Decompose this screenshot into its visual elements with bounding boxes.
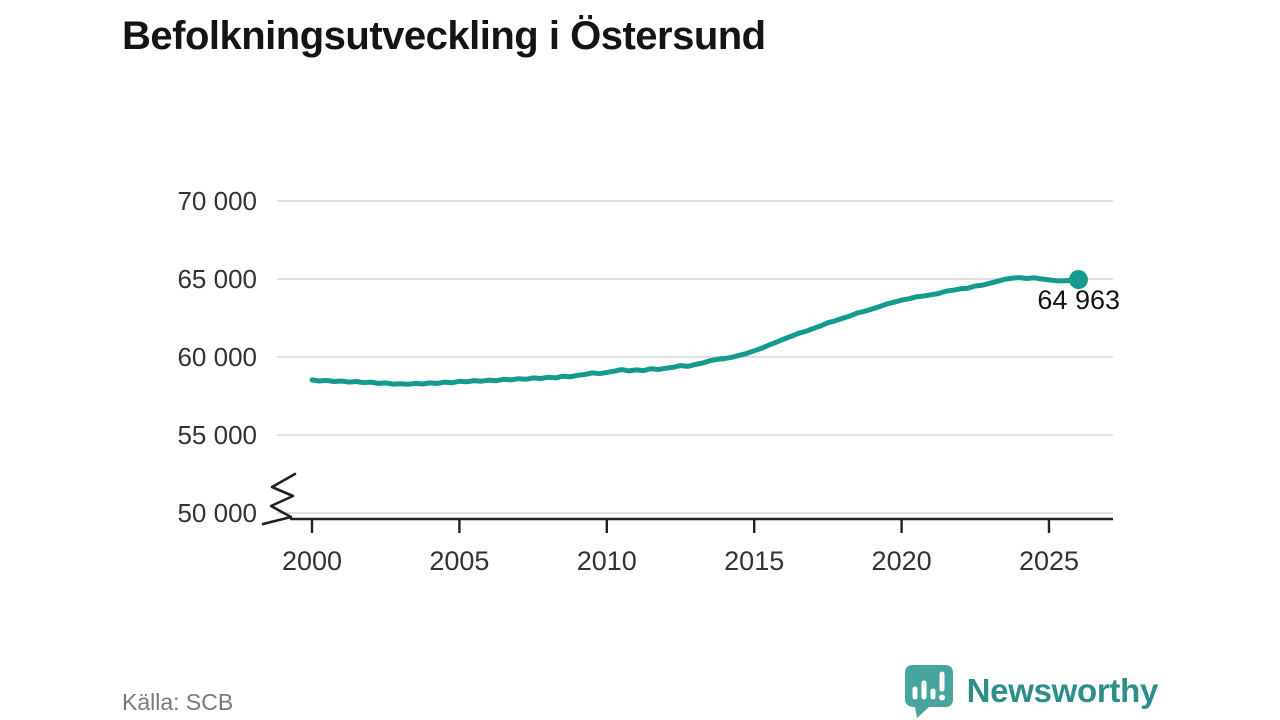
- newsworthy-bubble-chart-icon: [904, 665, 953, 718]
- bubble-shape: [904, 665, 953, 718]
- y-tick-label: 55 000: [177, 420, 257, 450]
- y-axis-break-icon: [261, 472, 297, 526]
- y-tick-label: 60 000: [177, 342, 257, 372]
- x-tick-label: 2015: [724, 546, 784, 576]
- exclamation-dot: [938, 694, 945, 701]
- chart-title: Befolkningsutveckling i Östersund: [122, 14, 766, 58]
- y-tick-label: 65 000: [177, 264, 257, 294]
- y-tick-label: 50 000: [177, 498, 257, 528]
- x-tick-label: 2010: [577, 546, 637, 576]
- x-tick-label: 2005: [429, 546, 489, 576]
- x-tick-label: 2000: [282, 546, 342, 576]
- population-series-line: [309, 275, 1081, 387]
- x-tick-label: 2020: [872, 546, 932, 576]
- newsworthy-brand: Newsworthy: [903, 663, 1158, 719]
- y-tick-label: 70 000: [177, 186, 257, 216]
- bar-chart-glyph: [912, 671, 945, 700]
- brand-name: Newsworthy: [966, 672, 1159, 709]
- x-tick-label: 2025: [1019, 546, 1079, 576]
- last-value-marker: [1068, 270, 1088, 290]
- source-note: Källa: SCB: [122, 689, 234, 715]
- population-line-chart: 50 000 55 000 60 000 65 000 70 000 64 963 2000…: [177, 186, 1120, 576]
- last-value-label: 64 963: [1037, 285, 1120, 315]
